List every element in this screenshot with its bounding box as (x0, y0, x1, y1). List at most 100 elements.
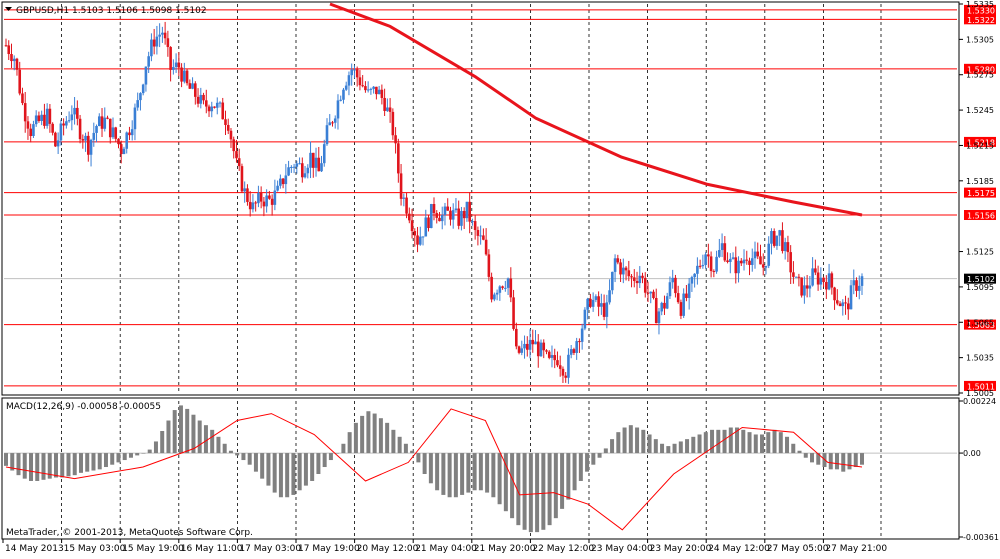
candle-body (841, 302, 845, 307)
candle-body (449, 210, 452, 220)
candle-body (737, 260, 740, 274)
candle-body (690, 277, 694, 284)
candle-body (355, 69, 359, 78)
candle-body (180, 67, 183, 82)
macd-histogram-bar (422, 453, 427, 474)
macd-histogram-bar (172, 410, 177, 454)
macd-histogram-bar (341, 443, 346, 454)
x-tick-label: 15 May 03:00 (64, 544, 126, 554)
macd-histogram-bar (241, 453, 246, 461)
macd-histogram-bar (828, 453, 833, 470)
candle-body (748, 260, 751, 265)
level-price-label: 1.5063 (967, 321, 995, 330)
macd-histogram-bar (378, 418, 383, 454)
candle-body (114, 127, 118, 139)
ohlc-label: 1.5103 1.5106 1.5098 1.5102 (72, 6, 207, 16)
candle-body (679, 302, 683, 316)
candle-body (712, 271, 716, 273)
candle-body (836, 300, 839, 304)
candle-body (520, 348, 524, 353)
candle-body (37, 115, 41, 121)
candle-body (87, 135, 90, 155)
macd-histogram-bar (278, 453, 283, 498)
candle-body (479, 235, 482, 237)
candle-body (682, 293, 685, 316)
x-tick-label: 27 May 05:00 (767, 544, 829, 554)
x-tick-label: 23 May 20:00 (650, 544, 712, 554)
macd-histogram-bar (616, 432, 621, 454)
candle-body (353, 69, 356, 71)
candle-body (764, 265, 768, 268)
candle-body (12, 58, 16, 62)
candle-body (504, 287, 507, 289)
candle-body (364, 86, 367, 91)
x-tick-label: 27 May 21:00 (825, 544, 887, 554)
candle-body (600, 303, 603, 307)
candle-body (152, 39, 156, 47)
macd-histogram-bar (160, 430, 165, 454)
candle-body (144, 66, 148, 85)
macd-histogram-bar (841, 453, 846, 472)
candle-body (827, 273, 831, 290)
candle-body (523, 343, 526, 349)
candle-body (578, 341, 581, 343)
candle-body (630, 276, 633, 278)
candle-body (196, 96, 200, 104)
candle-body (814, 268, 817, 273)
candle-body (454, 208, 458, 211)
candle-body (62, 123, 65, 126)
macd-histogram-bar (210, 429, 215, 454)
level-price-tag (964, 319, 996, 330)
macd-histogram-bar (366, 411, 371, 454)
macd-histogram-bar (310, 453, 315, 481)
y-tick-label: 1.5245 (966, 106, 994, 115)
candle-body (421, 236, 425, 238)
macd-y-tick-label: 0.00224 (963, 397, 996, 406)
candle-body (237, 158, 241, 167)
macd-histogram-bar (328, 453, 333, 461)
candle-body (361, 85, 364, 87)
candle-body (435, 213, 439, 218)
candle-body (268, 195, 271, 199)
level-price-label: 1.5156 (967, 212, 995, 221)
macd-histogram-bar (441, 453, 446, 495)
candle-body (287, 167, 290, 176)
candle-body (619, 262, 622, 275)
macd-histogram-bar (716, 429, 721, 454)
dropdown-arrow-icon[interactable] (5, 7, 12, 11)
candle-body (775, 235, 779, 246)
candle-body (18, 69, 22, 94)
candle-body (739, 260, 743, 264)
candle-body (460, 210, 463, 226)
candle-body (155, 36, 159, 47)
candle-body (493, 294, 496, 300)
macd-histogram-bar (741, 429, 746, 454)
candle-body (402, 197, 406, 199)
candle-body (322, 144, 326, 164)
candle-body (4, 45, 8, 47)
macd-histogram-bar (703, 432, 708, 454)
candle-body (375, 86, 378, 95)
macd-histogram-bar (747, 432, 752, 454)
candle-body (301, 163, 304, 178)
candle-body (218, 102, 222, 104)
macd-histogram-bar (385, 422, 390, 454)
level-price-tag (964, 63, 996, 74)
candle-body (512, 297, 515, 329)
candle-body (73, 107, 76, 115)
macd-histogram-bar (597, 453, 602, 458)
candle-body (811, 268, 814, 286)
candle-body (556, 360, 559, 366)
candle-body (506, 278, 510, 288)
y-tick-label: 1.5215 (966, 141, 994, 150)
candle-body (276, 185, 279, 191)
candle-body (21, 93, 24, 104)
candle-body (136, 100, 139, 108)
candle-body (816, 272, 820, 285)
candle-body (707, 254, 710, 257)
candle-body (295, 163, 299, 167)
candle-body (720, 243, 724, 251)
candle-body (344, 85, 348, 90)
